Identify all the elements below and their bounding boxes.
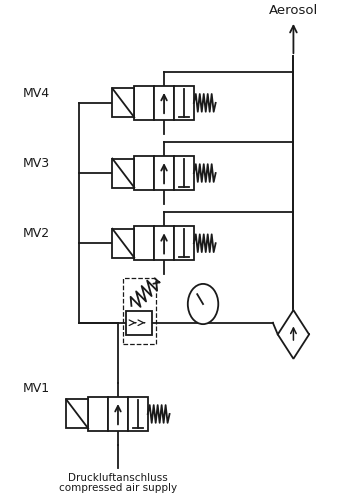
Bar — [112, 158, 134, 188]
Text: MV4: MV4 — [22, 87, 49, 100]
Bar — [154, 156, 174, 190]
Bar — [174, 156, 194, 190]
Bar — [154, 86, 174, 120]
Bar — [134, 156, 154, 190]
Bar — [122, 278, 156, 344]
Bar — [112, 229, 134, 258]
Bar — [112, 89, 134, 117]
Bar — [174, 226, 194, 260]
Polygon shape — [278, 310, 309, 359]
Text: MV3: MV3 — [22, 157, 49, 170]
Text: compressed air supply: compressed air supply — [59, 484, 177, 494]
Bar — [174, 86, 194, 120]
Bar — [134, 226, 154, 260]
Bar — [66, 399, 88, 429]
Bar — [88, 397, 108, 431]
Bar — [128, 397, 148, 431]
Text: Druckluftanschluss: Druckluftanschluss — [68, 473, 168, 483]
Bar — [126, 310, 152, 335]
Text: MV1: MV1 — [22, 382, 49, 395]
Bar — [154, 226, 174, 260]
Text: Aerosol: Aerosol — [269, 4, 318, 17]
Bar — [108, 397, 128, 431]
Bar — [134, 86, 154, 120]
Text: MV2: MV2 — [22, 227, 49, 241]
Circle shape — [188, 284, 218, 324]
